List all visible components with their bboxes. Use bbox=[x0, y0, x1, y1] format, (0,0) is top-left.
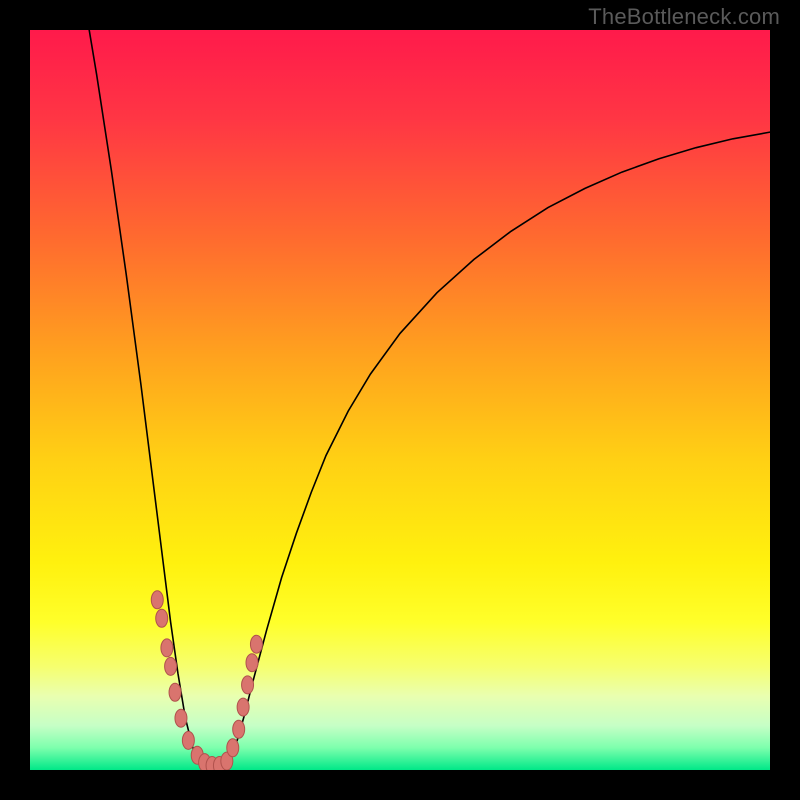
data-marker bbox=[233, 720, 245, 738]
data-marker bbox=[250, 635, 262, 653]
data-marker bbox=[156, 609, 168, 627]
data-marker bbox=[165, 657, 177, 675]
data-marker bbox=[227, 739, 239, 757]
data-marker bbox=[242, 676, 254, 694]
data-marker bbox=[169, 683, 181, 701]
data-marker bbox=[161, 639, 173, 657]
data-marker bbox=[246, 654, 258, 672]
chart-frame: TheBottleneck.com bbox=[0, 0, 800, 800]
plot-svg bbox=[30, 30, 770, 770]
plot-area bbox=[30, 30, 770, 770]
gradient-background bbox=[30, 30, 770, 770]
data-marker bbox=[175, 709, 187, 727]
data-marker bbox=[182, 731, 194, 749]
data-marker bbox=[237, 698, 249, 716]
watermark-text: TheBottleneck.com bbox=[588, 4, 780, 30]
data-marker bbox=[151, 591, 163, 609]
